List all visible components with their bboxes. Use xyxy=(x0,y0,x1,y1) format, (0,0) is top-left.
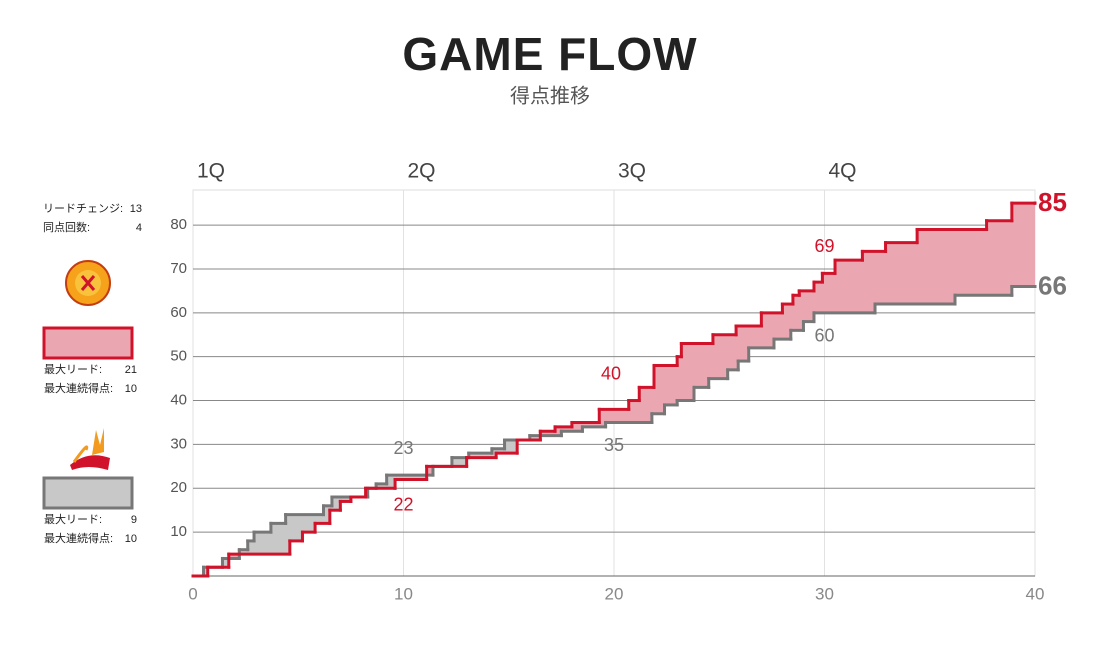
stat-label: 最大連続得点: xyxy=(44,381,113,395)
summary-value: 4 xyxy=(136,222,142,234)
summary-label: 同点回数: xyxy=(43,221,90,234)
chart-title: GAME FLOW xyxy=(402,28,697,80)
quarter-label: 1Q xyxy=(197,160,225,183)
stat-value: 21 xyxy=(125,364,137,376)
quarter-score: 22 xyxy=(393,494,413,514)
quarter-label: 4Q xyxy=(829,160,857,183)
stat-label: 最大リード: xyxy=(44,512,102,526)
y-tick-label: 30 xyxy=(170,435,187,452)
quarter-score: 23 xyxy=(393,438,413,458)
quarter-score: 35 xyxy=(604,435,624,455)
stat-value: 10 xyxy=(125,383,137,395)
y-tick-label: 50 xyxy=(170,348,187,365)
x-tick-label: 0 xyxy=(188,584,197,603)
quarter-score: 69 xyxy=(814,236,834,256)
score-line xyxy=(191,201,1037,578)
y-tick-label: 60 xyxy=(170,304,187,321)
quarter-label: 3Q xyxy=(618,160,646,183)
away-logo xyxy=(70,428,110,470)
stat-value: 9 xyxy=(131,514,137,526)
x-tick-label: 30 xyxy=(815,584,834,603)
summary-label: リードチェンジ: xyxy=(43,202,123,215)
stat-label: 最大リード: xyxy=(44,362,102,376)
y-tick-label: 80 xyxy=(170,216,187,233)
final-score: 85 xyxy=(1038,187,1067,217)
y-tick-label: 20 xyxy=(170,479,187,496)
quarter-score: 60 xyxy=(814,326,834,346)
chart-subtitle: 得点推移 xyxy=(510,84,590,107)
final-score: 66 xyxy=(1038,270,1067,300)
y-tick-label: 70 xyxy=(170,260,187,277)
y-tick-label: 10 xyxy=(170,523,187,540)
stat-value: 10 xyxy=(125,533,137,545)
x-tick-label: 10 xyxy=(394,584,413,603)
away-legend xyxy=(42,476,134,510)
home-legend xyxy=(42,326,134,360)
stat-label: 最大連続得点: xyxy=(44,531,113,545)
y-tick-label: 40 xyxy=(170,392,187,409)
x-tick-label: 40 xyxy=(1026,584,1045,603)
quarter-label: 2Q xyxy=(408,160,436,183)
x-tick-label: 20 xyxy=(605,584,624,603)
quarter-score: 40 xyxy=(601,363,621,383)
home-logo xyxy=(65,260,111,306)
summary-value: 13 xyxy=(130,203,142,215)
